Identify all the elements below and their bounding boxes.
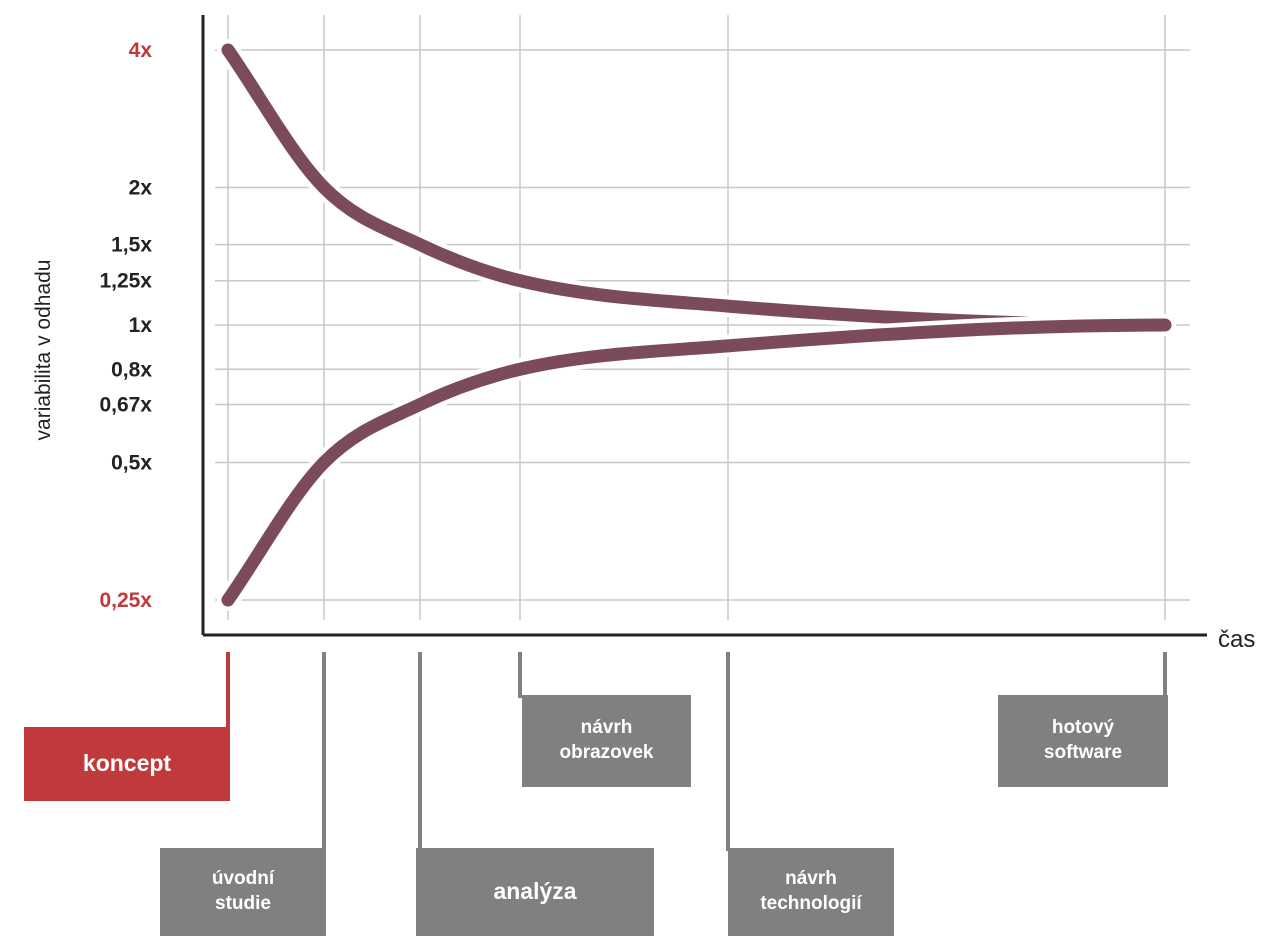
axes	[201, 15, 1207, 637]
lower-bound-line	[221, 318, 1172, 607]
phase-box: analýza	[416, 848, 654, 936]
phase-box: návrh obrazovek	[522, 695, 691, 787]
y-tick-label: 1x	[129, 314, 153, 337]
phase-box: koncept	[24, 727, 230, 801]
phase-box: hotový software	[998, 695, 1168, 787]
phase-box: úvodní studie	[160, 848, 326, 936]
x-axis-label: čas	[1218, 626, 1255, 653]
grid	[215, 15, 1190, 620]
y-tick-labels: 4x 2x 1,5x 1,25x 1x 0,8x 0,67x 0,5x 0,25x	[99, 39, 152, 612]
y-axis-label: variabilita v odhadu	[32, 260, 55, 441]
curves	[217, 39, 1176, 611]
phase-label: hotový software	[1043, 717, 1123, 763]
y-tick-label: 0,25x	[99, 589, 152, 612]
phase-label: návrh technologií	[760, 868, 862, 914]
y-tick-label: 0,67x	[99, 393, 152, 416]
phase-label: analýza	[493, 878, 577, 905]
y-tick-label: 1,25x	[99, 270, 152, 293]
phase-connectors	[226, 652, 1167, 851]
y-tick-label: 1,5x	[111, 234, 152, 257]
y-tick-label: 0,5x	[111, 452, 152, 475]
phase-label: koncept	[82, 750, 172, 777]
phase-box: návrh technologií	[728, 848, 894, 936]
y-tick-label: 4x	[129, 39, 153, 62]
upper-bound-line	[221, 43, 1172, 332]
phase-label: návrh obrazovek	[559, 717, 654, 763]
phase-label: úvodní studie	[211, 868, 275, 914]
y-tick-label: 2x	[129, 177, 153, 200]
y-tick-label: 0,8x	[111, 358, 152, 381]
